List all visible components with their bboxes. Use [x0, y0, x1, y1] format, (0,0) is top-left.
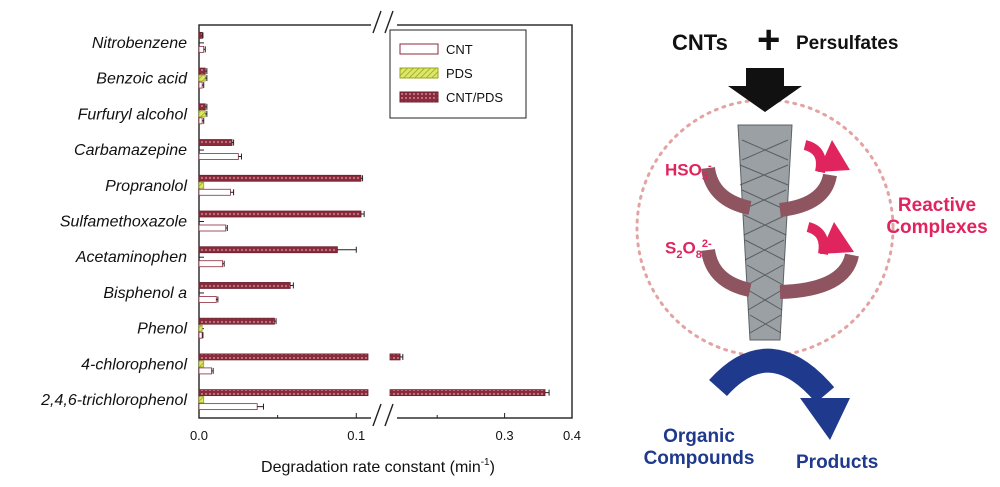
bar-cnt — [198, 153, 239, 160]
bar-cnt-pds — [389, 389, 546, 397]
hso5-label: HSO5- — [665, 160, 712, 184]
bar-pds — [198, 110, 206, 118]
bar-cnt — [198, 367, 212, 375]
category-label: Carbamazepine — [74, 142, 187, 159]
bar-cnt — [198, 45, 205, 53]
legend-swatch — [399, 43, 439, 55]
organic-compounds-label: Organic Compounds — [643, 426, 755, 469]
swirl-arrow-icon — [701, 222, 859, 299]
bar-cnt-pds — [198, 174, 362, 182]
mechanism-diagram: CNTs + Persulfates HSO5- S2O82- Reactive… — [620, 0, 1000, 487]
axis-break-mark — [372, 10, 382, 34]
x-tick-label: 0.1 — [347, 428, 365, 443]
x-tick-label: 0.0 — [190, 428, 208, 443]
legend-swatch — [399, 91, 439, 103]
bar-pds — [198, 74, 206, 82]
bar-pds — [198, 396, 205, 404]
x-axis-label: Degradation rate constant (min-1) — [261, 457, 495, 476]
reactive-complexes-label: Reactive Complexes — [886, 195, 988, 238]
bar-cnt — [198, 296, 217, 303]
s2o8-label: S2O82- — [665, 238, 712, 262]
x-tick-label: 0.3 — [496, 428, 514, 443]
bar-cnt-pds — [198, 353, 369, 361]
bar-cnt-pds — [198, 282, 291, 289]
plus-sign: + — [757, 18, 781, 62]
bar-cnt — [198, 260, 223, 268]
bar-cnt-pds — [198, 246, 338, 254]
category-label: Bisphenol a — [103, 285, 187, 302]
bar-cnt — [198, 188, 231, 196]
bar-cnt-pds — [198, 31, 203, 39]
curved-arrow-icon — [709, 348, 850, 440]
bar-pds — [198, 324, 203, 332]
bar-chart: Nitrobenzene Benzoic acid Furfuryl alcohol… — [40, 10, 581, 476]
down-arrow-icon — [728, 68, 802, 112]
bar-cnt — [198, 224, 227, 232]
bar-cnt-pds — [198, 139, 233, 146]
bar-cnt-pds — [198, 317, 275, 325]
bar-cnt — [198, 331, 203, 339]
persulfates-label: Persulfates — [796, 33, 899, 54]
legend-label: PDS — [446, 66, 473, 81]
category-label: Acetaminophen — [75, 249, 187, 266]
bar-cnt — [198, 81, 203, 89]
bar-cnt-pds — [198, 389, 369, 397]
products-label: Products — [796, 452, 879, 473]
axis-break-mark — [384, 10, 394, 34]
bar-cnt-pds — [389, 353, 401, 361]
bar-cnt-pds — [198, 103, 206, 111]
bar-pds — [198, 360, 205, 368]
legend-label: CNT — [446, 42, 473, 57]
bar-cnt — [198, 403, 258, 411]
chart-legend: CNT PDS CNT/PDS — [389, 29, 527, 119]
bar-pds — [198, 181, 205, 189]
category-label: Furfuryl alcohol — [78, 106, 188, 123]
carbon-nanotube-icon — [737, 124, 793, 341]
legend-swatch — [399, 67, 439, 79]
x-tick-label: 0.4 — [563, 428, 581, 443]
swirl-arrow-icon — [701, 140, 850, 217]
category-label: Nitrobenzene — [92, 35, 187, 52]
category-label: Propranolol — [105, 178, 187, 195]
category-label: Phenol — [137, 321, 187, 338]
bar-cnt — [198, 117, 203, 125]
bar-cnt-pds — [198, 210, 362, 218]
axis-break-mark — [384, 403, 394, 427]
category-label: 2,4,6-trichlorophenol — [40, 392, 187, 409]
category-label: 4-chlorophenol — [81, 356, 187, 373]
cnts-label: CNTs — [672, 30, 728, 55]
category-label: Benzoic acid — [96, 71, 188, 88]
axis-break-mark — [372, 403, 382, 427]
legend-label: CNT/PDS — [446, 90, 503, 105]
mechanism-graphics — [635, 68, 895, 440]
category-label: Sulfamethoxazole — [60, 214, 187, 231]
bar-cnt-pds — [198, 67, 206, 75]
